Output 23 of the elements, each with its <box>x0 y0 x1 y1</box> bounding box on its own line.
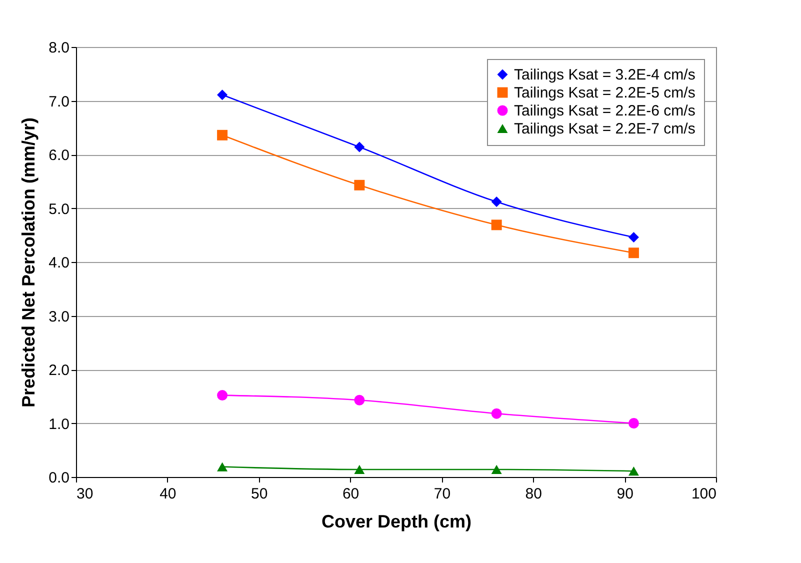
x-tick-label: 100 <box>691 486 716 502</box>
y-tick-label: 5.0 <box>48 200 70 218</box>
legend-label: Tailings Ksat = 2.2E-7 cm/s <box>514 120 696 138</box>
y-tick-label: 2.0 <box>48 362 70 379</box>
x-tick-label: 90 <box>616 486 634 502</box>
y-tick-label: 0.0 <box>48 470 70 486</box>
y-tick-label: 8.0 <box>48 40 70 56</box>
y-tick-label: 3.0 <box>48 308 70 326</box>
y-tick-label: 4.0 <box>48 254 70 272</box>
y-tick-label: 1.0 <box>48 416 70 433</box>
x-tick-label: 30 <box>76 486 94 502</box>
x-tick-label: 60 <box>342 486 360 502</box>
y-tick-label: 7.0 <box>48 93 70 110</box>
legend-label: Tailings Ksat = 2.2E-6 cm/s <box>514 102 696 120</box>
legend-label: Tailings Ksat = 3.2E-4 cm/s <box>514 66 696 84</box>
x-tick-label: 80 <box>525 486 542 502</box>
x-tick-label: 50 <box>251 486 268 502</box>
x-tick-label: 70 <box>434 486 451 502</box>
x-tick-label: 40 <box>160 486 176 502</box>
legend-label: Tailings Ksat = 2.2E-5 cm/s <box>514 84 696 102</box>
y-axis-title: Predicted Net Percolation (mm/yr) <box>18 117 39 408</box>
x-axis-title: Cover Depth (cm) <box>321 512 472 532</box>
y-tick-label: 6.0 <box>48 147 70 164</box>
